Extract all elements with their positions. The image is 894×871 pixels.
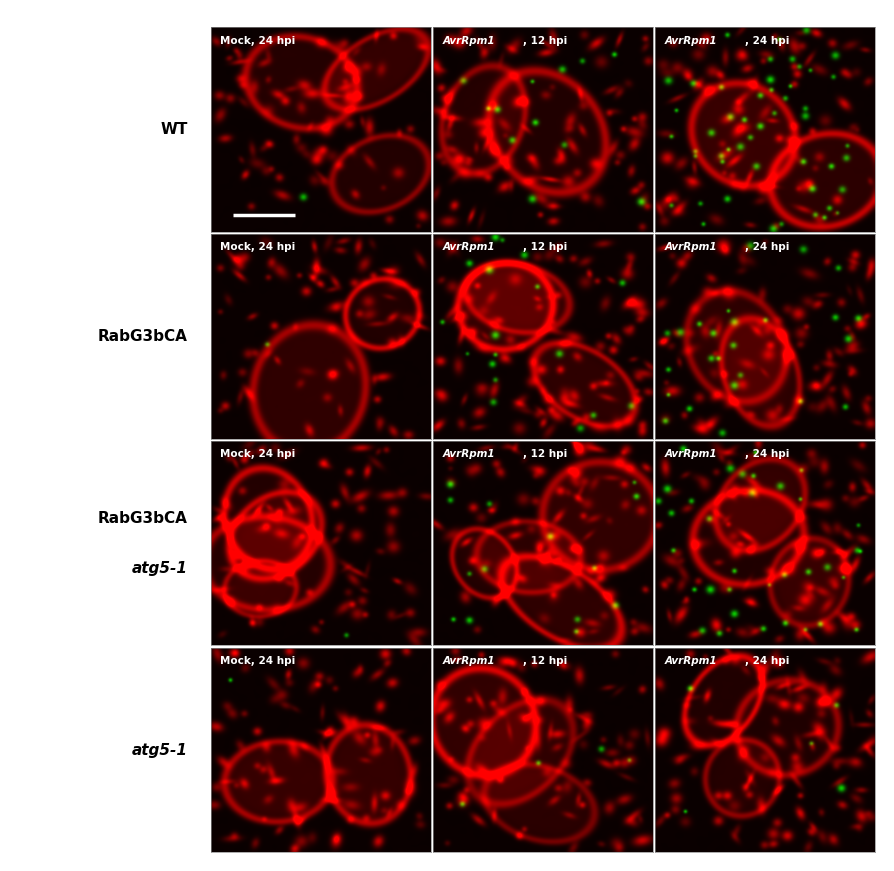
- Text: , 12 hpi: , 12 hpi: [523, 656, 568, 666]
- Text: AvrRpm1: AvrRpm1: [664, 449, 717, 459]
- Text: AvrRpm1: AvrRpm1: [443, 36, 495, 45]
- Text: AvrRpm1: AvrRpm1: [443, 449, 495, 459]
- Text: , 24 hpi: , 24 hpi: [746, 242, 789, 253]
- Text: Mock, 24 hpi: Mock, 24 hpi: [220, 36, 295, 45]
- Text: Mock, 24 hpi: Mock, 24 hpi: [220, 449, 295, 459]
- Text: AvrRpm1: AvrRpm1: [664, 36, 717, 45]
- Text: Mock, 24 hpi: Mock, 24 hpi: [220, 242, 295, 253]
- Text: atg5-1: atg5-1: [131, 561, 188, 576]
- Text: , 12 hpi: , 12 hpi: [523, 449, 568, 459]
- Text: RabG3bCA: RabG3bCA: [97, 329, 188, 344]
- Text: , 24 hpi: , 24 hpi: [746, 656, 789, 666]
- Text: atg5-1: atg5-1: [131, 743, 188, 758]
- Text: , 24 hpi: , 24 hpi: [746, 36, 789, 45]
- Text: RabG3bCA: RabG3bCA: [97, 511, 188, 526]
- Text: , 24 hpi: , 24 hpi: [746, 449, 789, 459]
- Text: AvrRpm1: AvrRpm1: [443, 242, 495, 253]
- Text: WT: WT: [160, 122, 188, 137]
- Text: AvrRpm1: AvrRpm1: [443, 656, 495, 666]
- Text: Mock, 24 hpi: Mock, 24 hpi: [220, 656, 295, 666]
- Text: AvrRpm1: AvrRpm1: [664, 242, 717, 253]
- Text: AvrRpm1: AvrRpm1: [664, 656, 717, 666]
- Text: , 12 hpi: , 12 hpi: [523, 242, 568, 253]
- Text: , 12 hpi: , 12 hpi: [523, 36, 568, 45]
